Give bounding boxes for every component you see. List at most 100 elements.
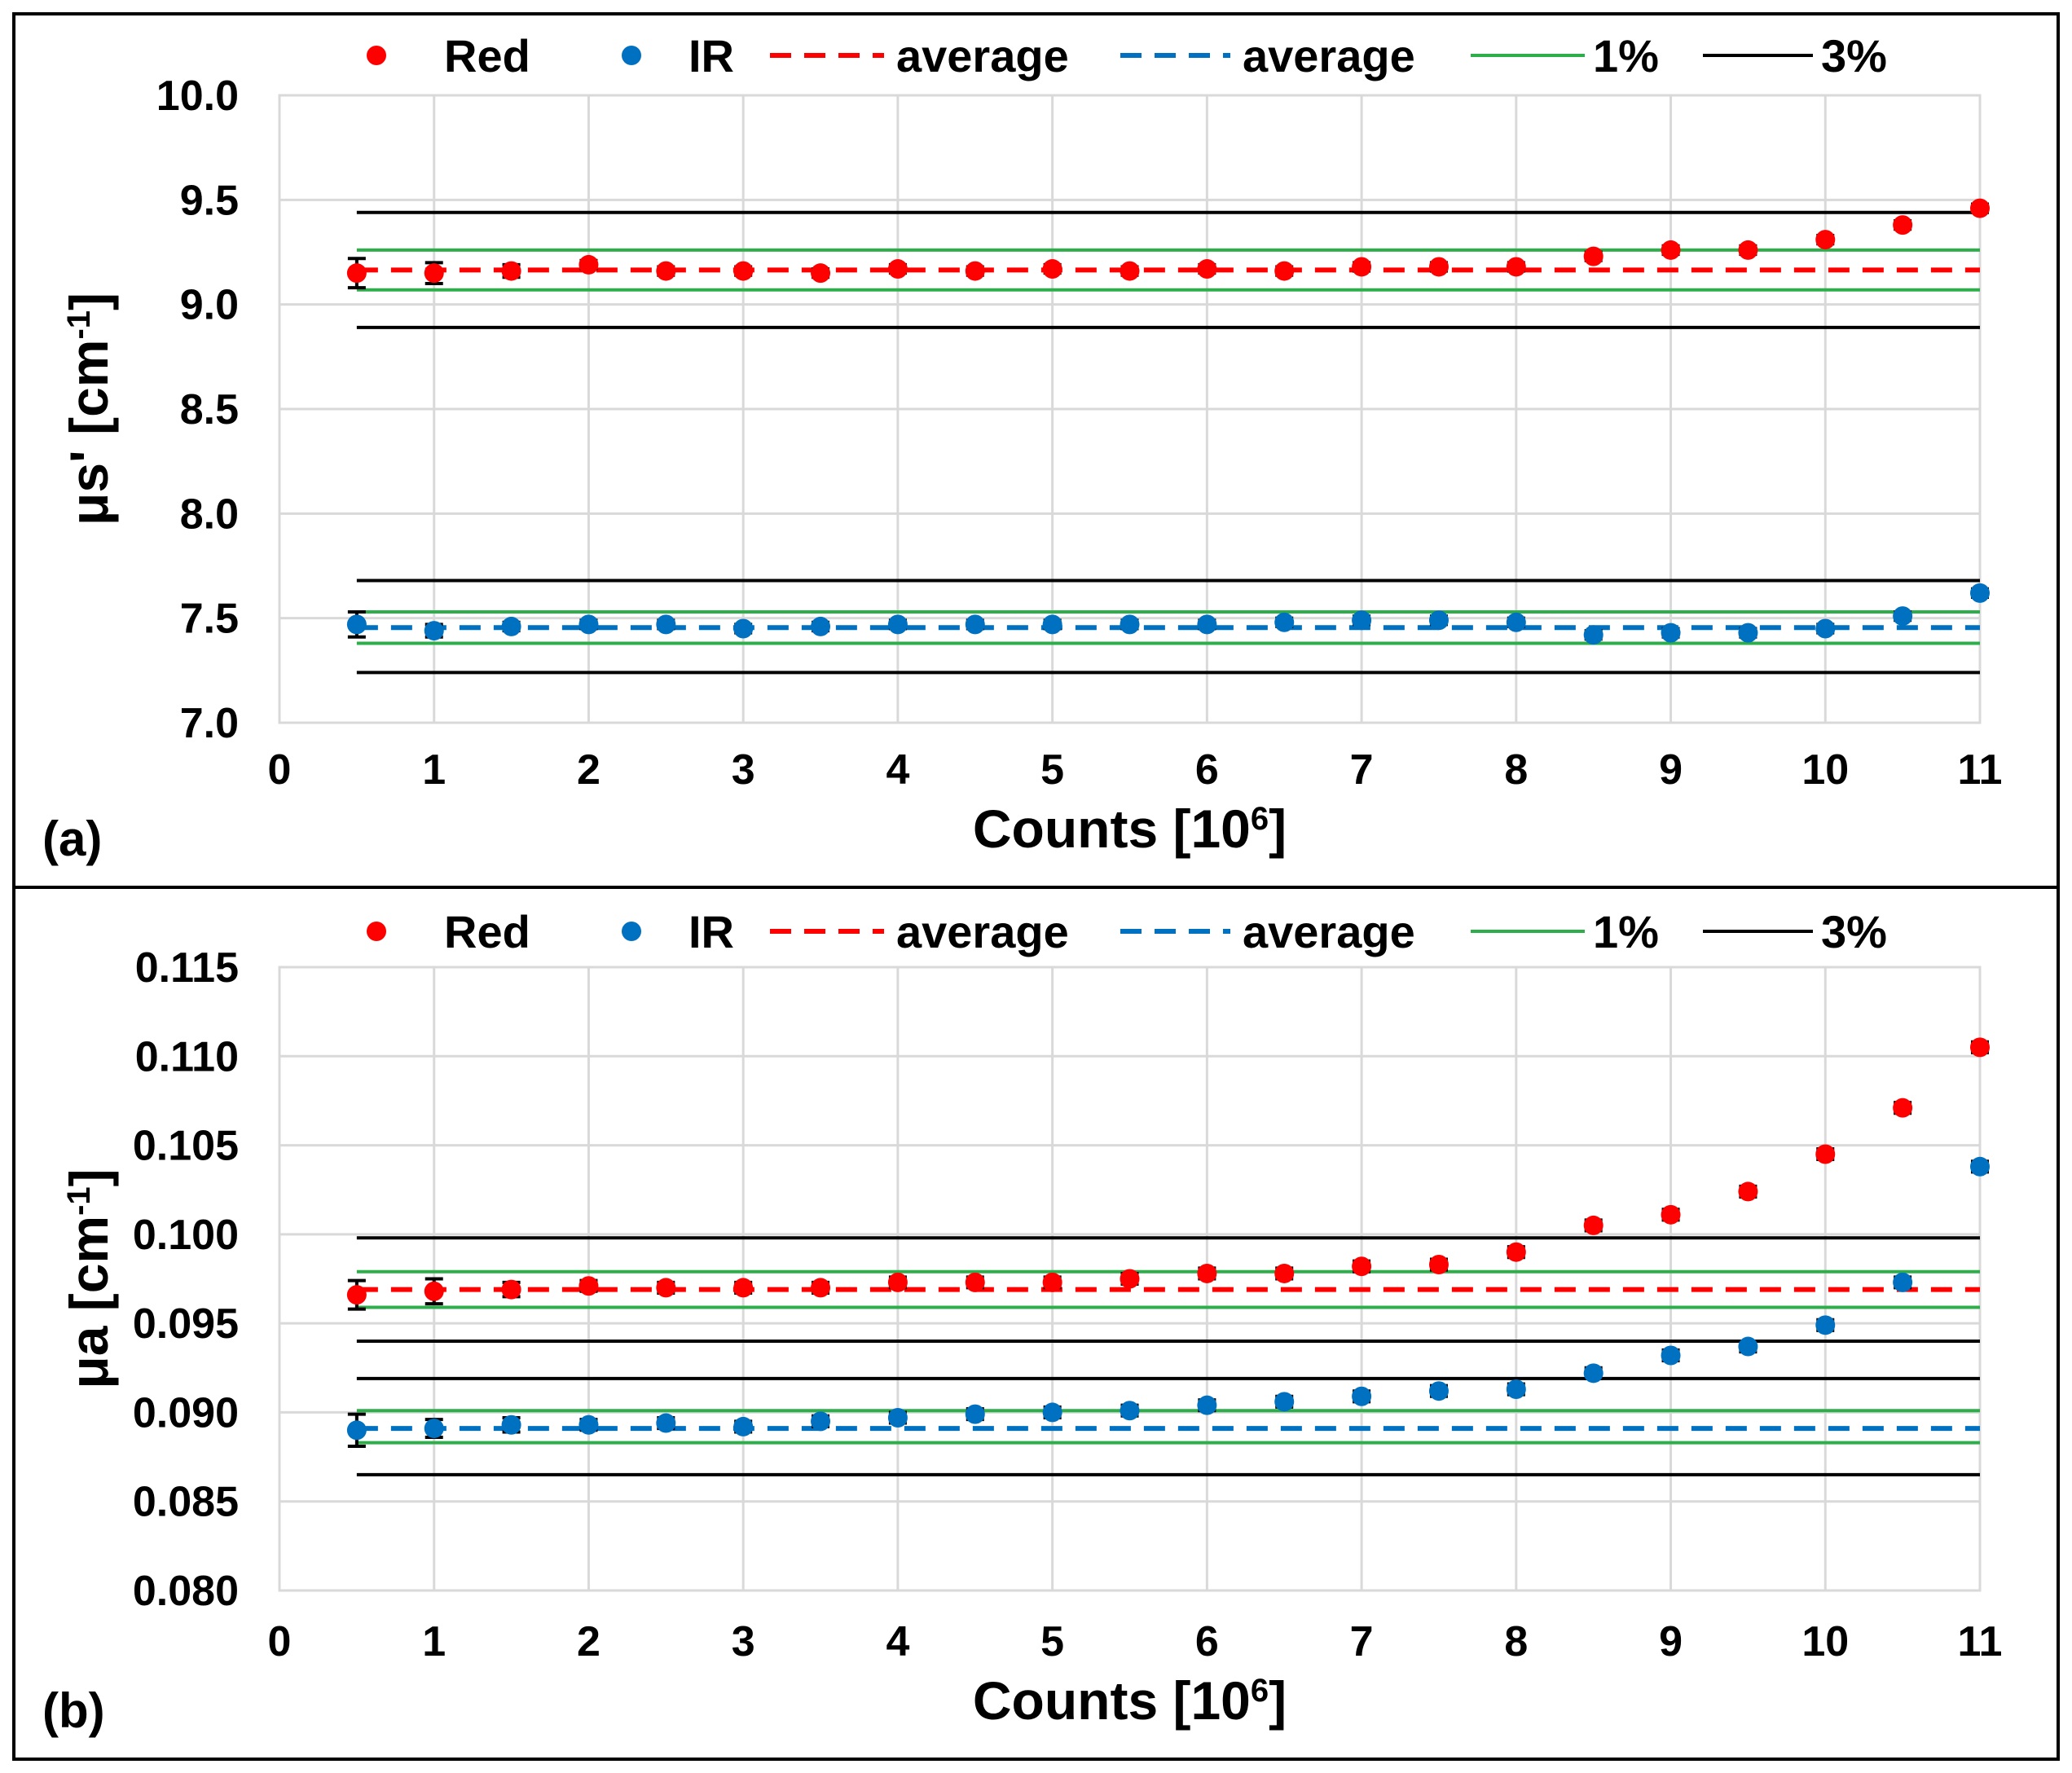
x-axis-label: Counts [106]	[973, 799, 1287, 859]
data-point-ir	[1042, 1402, 1062, 1423]
data-point-ir	[811, 1411, 831, 1432]
x-tick-label: 0	[268, 1618, 292, 1665]
x-tick-label: 11	[1958, 746, 2003, 794]
panel-a-chart: 0 1 2 3 4 5 6 7 8 9 10 11 7.0 7.5 8.0 8.5 9.0 9.5 10.0 Red I…	[42, 30, 2002, 866]
plot-area-b	[278, 966, 1982, 1592]
reference-lines-a	[356, 210, 1980, 675]
data-point-red	[811, 1278, 831, 1298]
data-point-red	[346, 1285, 367, 1305]
y-tick-label: 9.5	[180, 177, 239, 224]
data-point-ir	[887, 614, 908, 635]
x-tick-label: 4	[886, 746, 909, 794]
y-tick-label: 0.100	[133, 1212, 239, 1259]
y-tick-label: 0.095	[133, 1300, 239, 1348]
data-point-ir	[887, 1407, 908, 1428]
data-point-red	[1120, 1269, 1140, 1289]
data-point-red	[887, 259, 908, 279]
data-point-red	[424, 1281, 444, 1301]
data-point-ir	[1815, 1315, 1836, 1335]
x-tick-label: 6	[1195, 746, 1219, 794]
legend-marker	[622, 46, 641, 65]
data-point-red	[1352, 257, 1372, 277]
data-point-ir	[1970, 583, 1990, 603]
data-point-ir	[1815, 618, 1836, 639]
legend-marker	[367, 46, 386, 65]
data-point-ir	[1506, 612, 1526, 632]
x-tick-label: 7	[1350, 746, 1374, 794]
data-point-ir	[811, 616, 831, 636]
data-point-ir	[733, 618, 754, 639]
series-red-a	[346, 198, 1990, 290]
reference-lines-b	[356, 1236, 1980, 1476]
data-point-ir	[1661, 1345, 1681, 1366]
data-point-red	[1352, 1256, 1372, 1277]
data-point-ir	[1583, 625, 1603, 645]
x-tick-label: 6	[1195, 1618, 1219, 1665]
legend-label: IR	[688, 906, 734, 957]
data-point-red	[1815, 1144, 1836, 1164]
y-tick-label: 8.5	[180, 386, 239, 433]
data-point-red	[1970, 198, 1990, 218]
data-point-ir	[1352, 610, 1372, 631]
data-point-ir	[1970, 1156, 1990, 1177]
data-point-red	[1042, 1272, 1062, 1292]
x-tick-label: 10	[1801, 746, 1849, 794]
data-point-ir	[1893, 1272, 1913, 1292]
y-tick-label: 7.5	[180, 596, 239, 643]
data-point-ir	[965, 1404, 985, 1424]
data-point-red	[1120, 261, 1140, 281]
x-tick-label: 5	[1040, 746, 1064, 794]
data-point-ir	[1352, 1386, 1372, 1406]
legend-label: 1%	[1593, 906, 1659, 957]
y-tick-label: 0.110	[135, 1033, 239, 1080]
x-axis-label: Counts [106]	[973, 1670, 1287, 1731]
legend-label: 3%	[1821, 906, 1887, 957]
x-tick-label: 1	[422, 1618, 446, 1665]
data-point-red	[1738, 240, 1758, 260]
plot-area-a	[278, 94, 1982, 724]
x-tick-label: 8	[1504, 1618, 1528, 1665]
data-point-red	[965, 1272, 985, 1292]
data-point-ir	[1661, 623, 1681, 643]
data-point-ir	[424, 1419, 444, 1439]
y-tick-label: 7.0	[180, 700, 239, 747]
data-point-red	[501, 261, 521, 281]
legend-label: IR	[688, 30, 734, 81]
data-point-red	[887, 1272, 908, 1292]
y-tick-label: 0.085	[133, 1479, 239, 1526]
data-point-ir	[1042, 614, 1062, 635]
legend-a: Red IR average average 1% 3%	[367, 30, 1887, 81]
data-point-red	[1661, 240, 1681, 260]
data-point-ir	[1120, 614, 1140, 635]
data-point-red	[1893, 215, 1913, 235]
x-tick-label: 1	[422, 746, 446, 794]
data-point-red	[1197, 259, 1217, 279]
data-point-red	[656, 1278, 676, 1298]
data-point-red	[1661, 1204, 1681, 1225]
x-tick-label: 0	[268, 746, 292, 794]
legend-label: average	[1243, 30, 1415, 81]
panel-b-chart: 0 1 2 3 4 5 6 7 8 9 10 11 0.080 0.085 0.090 0.095 0.100 0…	[42, 906, 2002, 1738]
data-point-red	[1583, 1215, 1603, 1235]
legend-label: 1%	[1593, 30, 1659, 81]
x-tick-label: 5	[1040, 1618, 1064, 1665]
panel-label-b: (b)	[42, 1683, 105, 1738]
series-ir-a	[346, 583, 1990, 645]
data-point-ir	[501, 1414, 521, 1435]
data-point-red	[1506, 1242, 1526, 1262]
data-point-red	[1274, 1263, 1295, 1283]
data-point-ir	[578, 614, 599, 635]
data-point-red	[811, 263, 831, 284]
data-point-red	[1197, 1263, 1217, 1283]
data-point-ir	[1738, 1336, 1758, 1357]
data-point-ir	[656, 614, 676, 635]
panel-b-frame	[12, 886, 2060, 1761]
panel-label-a: (a)	[42, 812, 102, 866]
data-point-red	[1042, 259, 1062, 279]
data-point-ir	[578, 1414, 599, 1435]
data-point-red	[1738, 1181, 1758, 1202]
data-point-red	[1428, 1255, 1449, 1275]
x-tick-label: 8	[1504, 746, 1528, 794]
data-point-red	[1274, 261, 1295, 281]
